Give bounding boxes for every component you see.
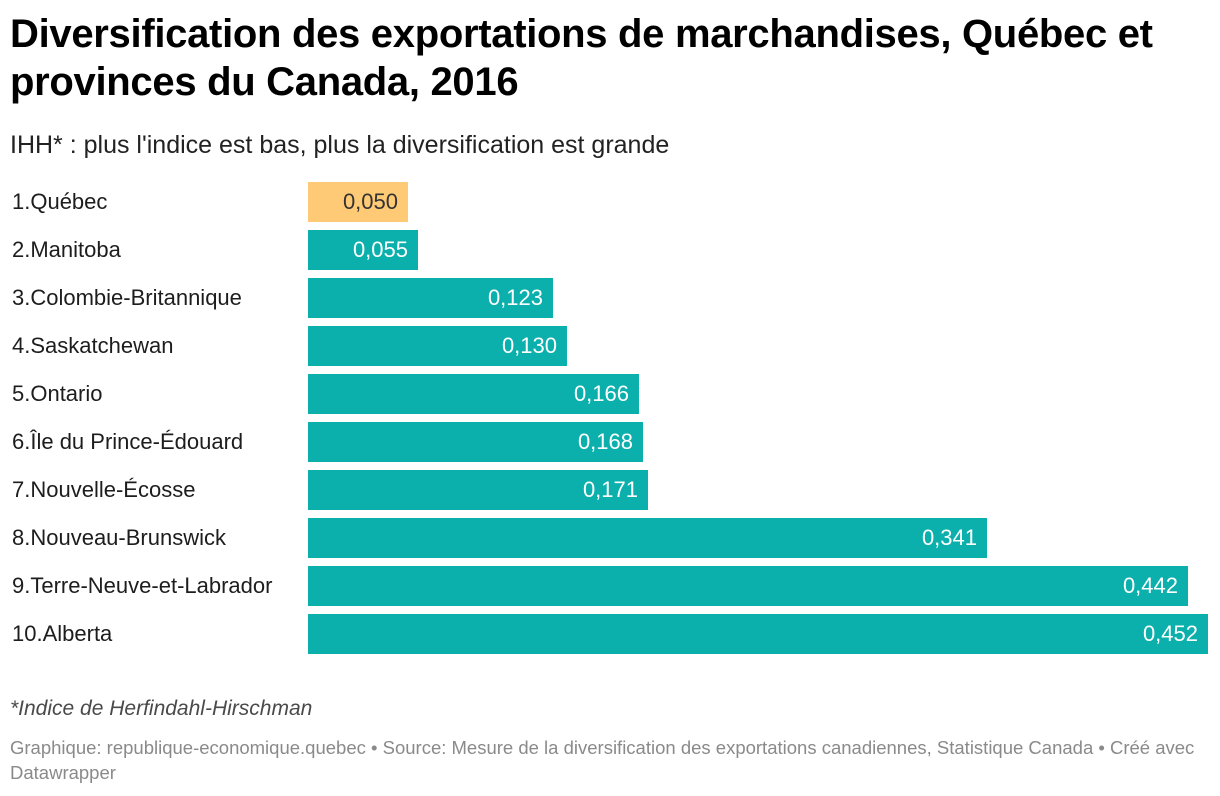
- category-label: 1.Québec: [12, 189, 108, 214]
- category-label: 6.Île du Prince-Édouard: [12, 429, 244, 454]
- bar-row: 7.Nouvelle-Écosse 0,171: [0, 470, 1220, 510]
- value-label: 0,171: [582, 477, 638, 502]
- bar: 0,055: [308, 230, 418, 270]
- chart-subtitle: IHH* : plus l'indice est bas, plus la di…: [10, 131, 670, 159]
- value-label: 0,452: [1142, 621, 1198, 646]
- bar-row: 8.Nouveau-Brunswick 0,341: [0, 518, 1220, 558]
- bar-chart: 1.Québec 0,050 2.Manitoba 0,055 3.Colombie-B…: [0, 182, 1220, 662]
- category-label: 5.Ontario: [12, 381, 103, 406]
- value-label: 0,130: [501, 333, 557, 358]
- category-label: 8.Nouveau-Brunswick: [12, 525, 226, 550]
- value-label: 0,055: [352, 237, 408, 262]
- bar-row: 10.Alberta 0,452: [0, 614, 1220, 654]
- bar: 0,050: [308, 182, 408, 222]
- bar: 0,452: [308, 614, 1208, 654]
- category-label: 3.Colombie-Britannique: [12, 285, 242, 310]
- category-label: 2.Manitoba: [12, 237, 121, 262]
- bar: 0,341: [308, 518, 987, 558]
- bar-row: 3.Colombie-Britannique 0,123: [0, 278, 1220, 318]
- bar: 0,168: [308, 422, 643, 462]
- bar: 0,123: [308, 278, 553, 318]
- bar: 0,166: [308, 374, 639, 414]
- value-label: 0,168: [577, 429, 633, 454]
- category-label: 7.Nouvelle-Écosse: [12, 477, 196, 502]
- chart-credits: Graphique: republique-economique.quebec …: [10, 737, 1195, 783]
- footnote: *Indice de Herfindahl-Hirschman: [10, 697, 313, 720]
- bar: 0,130: [308, 326, 567, 366]
- category-label: 4.Saskatchewan: [12, 333, 174, 358]
- value-label: 0,341: [921, 525, 977, 550]
- bar-row: 2.Manitoba 0,055: [0, 230, 1220, 270]
- bar: 0,171: [308, 470, 648, 510]
- category-label: 10.Alberta: [12, 621, 113, 646]
- value-label: 0,442: [1122, 573, 1178, 598]
- value-label: 0,166: [573, 381, 629, 406]
- bar-row: 5.Ontario 0,166: [0, 374, 1220, 414]
- bar-row: 6.Île du Prince-Édouard 0,168: [0, 422, 1220, 462]
- value-label: 0,123: [487, 285, 543, 310]
- bar-row: 1.Québec 0,050: [0, 182, 1220, 222]
- bar-row: 4.Saskatchewan 0,130: [0, 326, 1220, 366]
- chart-title: Diversification des exportations de marc…: [10, 12, 1153, 104]
- bar-row: 9.Terre-Neuve-et-Labrador 0,442: [0, 566, 1220, 606]
- value-label: 0,050: [342, 189, 398, 214]
- category-label: 9.Terre-Neuve-et-Labrador: [12, 573, 273, 598]
- bar: 0,442: [308, 566, 1188, 606]
